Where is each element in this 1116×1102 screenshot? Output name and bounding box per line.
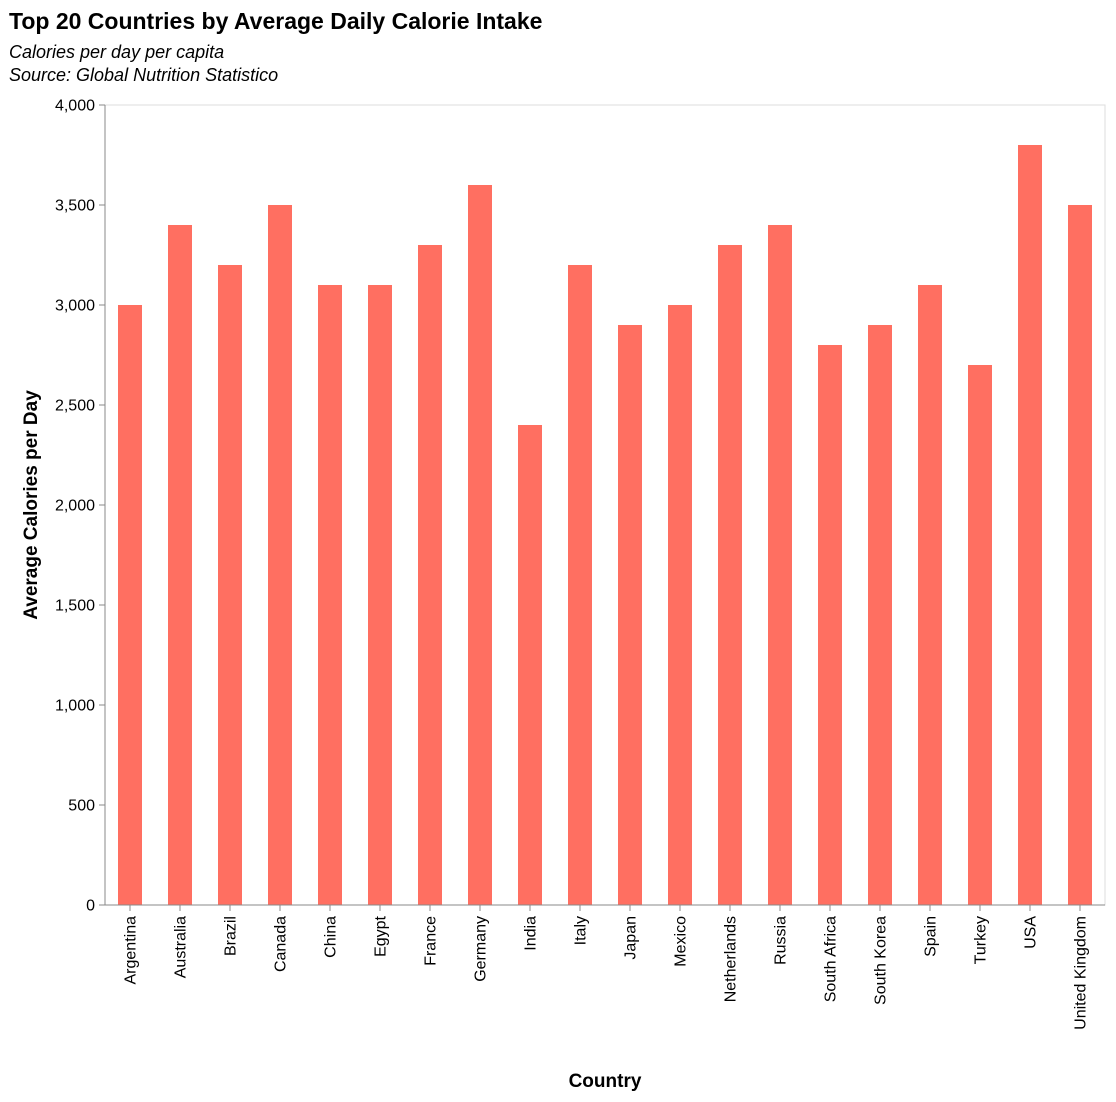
bar <box>318 285 342 905</box>
x-axis: Argentina Australia Brazil Canada China Egypt… <box>105 904 1105 1030</box>
x-tick-label: Turkey <box>973 916 990 964</box>
bars <box>118 145 1092 905</box>
plot-frame <box>104 104 1106 906</box>
x-tick-label: Mexico <box>673 916 690 967</box>
x-tick-label: France <box>423 916 440 966</box>
bar <box>818 345 842 905</box>
y-tick-label: 500 <box>68 798 95 815</box>
x-tick-label: India <box>523 916 540 951</box>
x-tick-label: Russia <box>773 916 790 965</box>
y-tick-label: 2,000 <box>55 498 95 515</box>
y-tick-label: 2,500 <box>55 398 95 415</box>
x-tick-label: United Kingdom <box>1073 916 1090 1030</box>
bar <box>218 265 242 905</box>
x-tick-label: Germany <box>473 916 490 982</box>
y-tick-label: 4,000 <box>55 98 95 115</box>
x-tick-label: Japan <box>623 916 640 960</box>
bar <box>668 305 692 905</box>
bar <box>968 365 992 905</box>
y-tick-label: 3,500 <box>55 198 95 215</box>
y-tick-label: 1,000 <box>55 698 95 715</box>
bar <box>768 225 792 905</box>
chart-title: Top 20 Countries by Average Daily Calori… <box>9 8 542 34</box>
x-tick-label: USA <box>1023 916 1040 949</box>
bar <box>568 265 592 905</box>
bar <box>118 305 142 905</box>
x-tick-label: Australia <box>173 916 190 978</box>
chart-subtitle-line-1: Calories per day per capita <box>9 42 224 62</box>
bar <box>718 245 742 905</box>
y-axis-title: Average Calories per Day <box>21 390 42 620</box>
x-tick-label: Argentina <box>123 916 140 985</box>
y-tick-label: 0 <box>86 898 95 915</box>
bar <box>268 205 292 905</box>
y-tick-label: 1,500 <box>55 598 95 615</box>
y-tick-label: 3,000 <box>55 298 95 315</box>
bar <box>518 425 542 905</box>
bar <box>618 325 642 905</box>
bar <box>918 285 942 905</box>
x-tick-label: Canada <box>273 916 290 972</box>
x-tick-label: China <box>323 916 340 958</box>
chart-subtitle-line-2: Source: Global Nutrition Statistico <box>9 65 278 85</box>
x-tick-label: South Africa <box>823 916 840 1002</box>
bar <box>418 245 442 905</box>
bar <box>1068 205 1092 905</box>
bar <box>1018 145 1042 905</box>
y-axis: 0 500 1,000 1,500 2,000 2,500 3,000 3,500 4,000 <box>55 98 106 915</box>
x-tick-label: Netherlands <box>723 916 740 1002</box>
bar <box>468 185 492 905</box>
x-tick-label: Spain <box>923 916 940 957</box>
bar <box>868 325 892 905</box>
x-tick-label: Egypt <box>373 915 390 956</box>
x-tick-label: South Korea <box>873 916 890 1005</box>
x-tick-label: Italy <box>573 916 590 945</box>
x-tick-label: Brazil <box>223 916 240 956</box>
bar <box>168 225 192 905</box>
x-axis-title: Country <box>569 1071 642 1092</box>
bar <box>368 285 392 905</box>
